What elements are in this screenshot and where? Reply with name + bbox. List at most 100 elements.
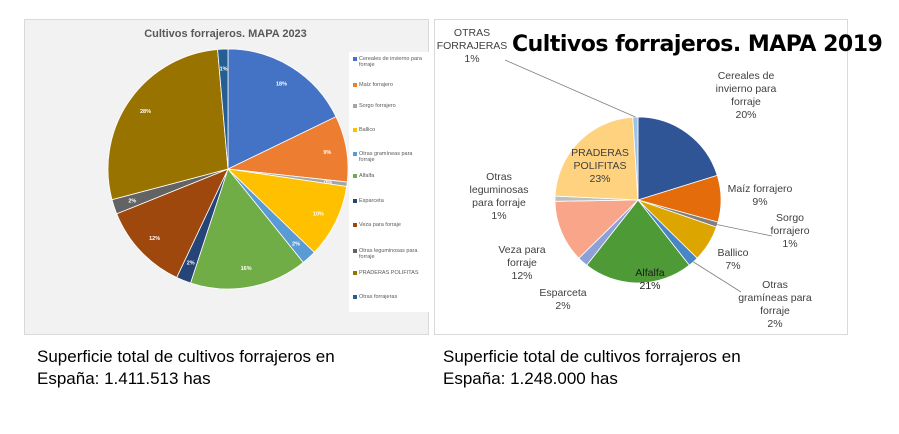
caption-2023-line-1: Superficie total de cultivos forrajeros …	[37, 347, 335, 366]
legend-label: Veza para forraje	[359, 222, 401, 228]
data-label-line: forraje	[760, 305, 790, 317]
data-label-line: Veza para	[498, 244, 545, 256]
legend-label: Otras forrajeras	[359, 294, 398, 300]
legend-label: Sorgo forrajero	[359, 103, 396, 109]
data-label-line: 12%	[511, 270, 532, 282]
legend-label: Ballico	[359, 127, 376, 133]
slice-2019-alfalfa-21	[586, 199, 690, 284]
leader-line	[693, 261, 742, 293]
data-label-2023-otras-forrajeras: 1%	[220, 66, 228, 72]
data-label-line: forraje	[731, 96, 761, 108]
data-label-2023-alfalfa: 16%	[241, 266, 252, 272]
slice-2023-veza-para-forraje	[116, 168, 229, 279]
legend-swatch	[353, 271, 357, 275]
data-label-line: para forraje	[472, 197, 526, 209]
slice-2023-ballico	[226, 168, 348, 253]
legend-label: Otras leguminosas para forraje	[359, 248, 418, 260]
legend-label: Otras gramíneas para forraje	[359, 151, 413, 163]
data-label-line: POLIFITAS	[574, 160, 627, 172]
data-label-line: gramíneas para	[738, 292, 812, 304]
legend-swatch	[353, 223, 357, 227]
leader-line	[504, 59, 636, 118]
data-label-line: 20%	[735, 109, 756, 121]
caption-2019-line-2: España: 1.248.000 has	[443, 369, 618, 388]
slice-2019-cereales-de-invierno-para	[637, 116, 718, 201]
data-label-2023-veza-para-forraje: 12%	[149, 236, 160, 242]
legend-label: Esparceta	[359, 198, 384, 204]
data-label-line: 1%	[464, 53, 479, 65]
slice-2023-cereales-de-invierno-para-forraje	[227, 48, 337, 170]
data-label-2023-praderas-polifitas: 28%	[140, 109, 151, 115]
data-label-line: Sorgo	[776, 212, 804, 224]
data-label-line: 2%	[555, 300, 570, 312]
data-label-2023-ballico: 10%	[313, 212, 324, 218]
data-label-line: 21%	[639, 280, 660, 292]
slice-2023-praderas-polifitas	[107, 49, 229, 201]
data-label-2023-cereales-de-invierno-para-forraje: 18%	[276, 82, 287, 88]
legend-label: Alfalfa	[359, 173, 375, 179]
chart-2023-legend: Cereales de invierno para forraje Maíz fo…	[349, 52, 429, 312]
legend-swatch	[353, 199, 357, 203]
slice-2023-otras-forrajeras	[217, 48, 229, 170]
data-label-line: Esparceta	[539, 287, 586, 299]
caption-2023-line-2: España: 1.411.513 has	[37, 369, 211, 388]
slice-2019-veza-para-forraje	[554, 199, 639, 259]
slice-2023-alfalfa	[190, 168, 304, 290]
data-label-line: 9%	[752, 196, 767, 208]
caption-2023: Superficie total de cultivos forrajeros …	[37, 346, 335, 390]
data-label-line: forrajero	[770, 225, 809, 237]
data-label-2023-esparceta: 2%	[187, 261, 195, 267]
chart-2019-title: Cultivos forrajeros. MAPA 2019	[512, 32, 883, 57]
data-label-line: FORRAJERAS	[437, 40, 508, 52]
data-label-2023-otras-leguminosas-para-forraje: 2%	[128, 199, 136, 205]
data-label-line: 1%	[491, 210, 506, 222]
data-label-line: leguminosas	[470, 184, 529, 196]
data-label-line: 7%	[725, 260, 740, 272]
legend-label: Maíz forrajero	[359, 82, 393, 88]
legend-swatch	[353, 128, 357, 132]
data-label-line: invierno para	[716, 83, 777, 95]
caption-2019: Superficie total de cultivos forrajeros …	[443, 346, 741, 390]
data-label-line: OTRAS	[454, 27, 490, 39]
legend-swatch	[353, 57, 357, 61]
legend-swatch	[353, 152, 357, 156]
legend-swatch	[353, 249, 357, 253]
legend-swatch	[353, 104, 357, 108]
leader-line	[717, 224, 773, 237]
data-label-line: Maíz forrajero	[728, 183, 793, 195]
legend-swatch	[353, 174, 357, 178]
data-label-line: Otras	[486, 171, 512, 183]
data-label-line: forraje	[507, 257, 537, 269]
data-label-2023-otras-gramineas-para-forraje: 2%	[292, 241, 300, 247]
caption-2019-line-1: Superficie total de cultivos forrajeros …	[443, 347, 741, 366]
legend-swatch	[353, 83, 357, 87]
data-label-line: Cereales de	[718, 70, 775, 82]
data-label-line: 2%	[767, 318, 782, 330]
legend-label: PRADERAS POLIFITAS	[359, 270, 419, 276]
data-label-line: Ballico	[718, 247, 749, 259]
legend-swatch	[353, 295, 357, 299]
data-label-line: 1%	[782, 238, 797, 250]
data-label-line: Alfalfa	[635, 267, 664, 279]
legend-label: Cereales de invierno para forraje	[359, 56, 422, 68]
data-label-line: 23%	[589, 173, 610, 185]
slice-2019-praderas-polifitas	[554, 116, 639, 201]
data-label-2023-maiz-forrajero: 9%	[323, 150, 331, 156]
data-label-line: Otras	[762, 279, 788, 291]
chart-2023-title: Cultivos forrajeros. MAPA 2023	[144, 28, 307, 40]
data-label-2023-sorgo-forrajero: 0%	[324, 180, 332, 186]
data-label-line: PRADERAS	[571, 147, 629, 159]
